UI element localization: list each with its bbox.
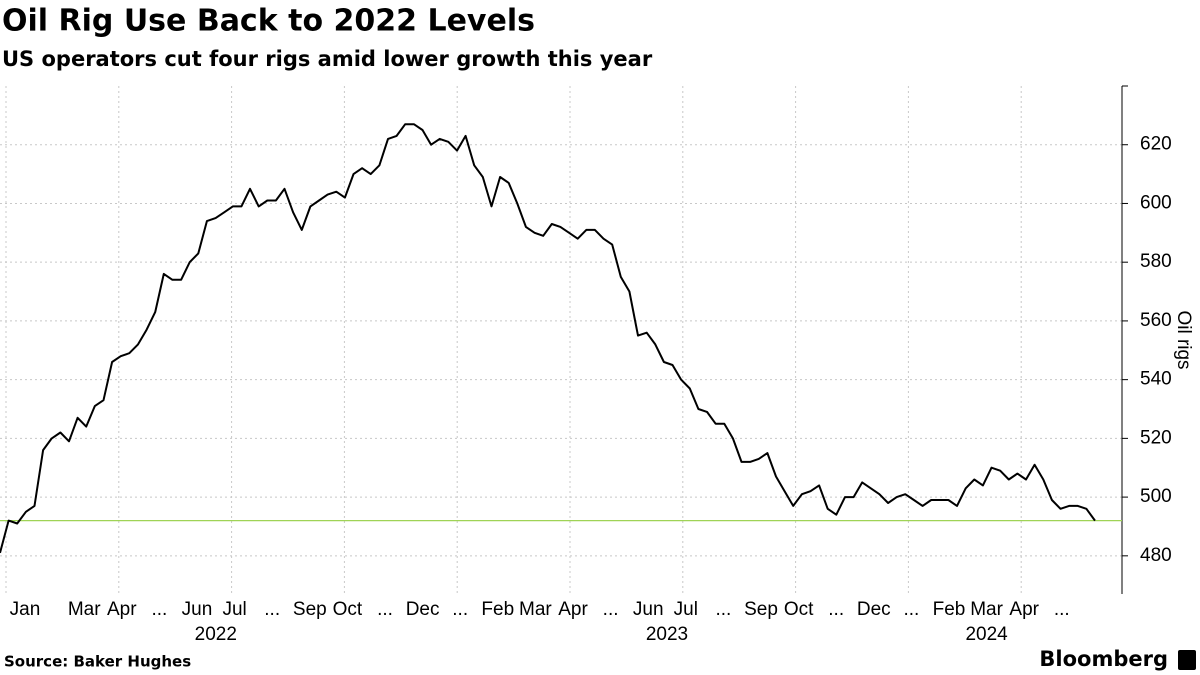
year-label: 2024 — [965, 624, 1008, 645]
x-tick-label: Oct — [784, 599, 814, 620]
x-tick-label: Jul — [674, 599, 698, 620]
y-tick-label: 580 — [1140, 251, 1172, 272]
x-tick-label: Feb — [933, 599, 966, 620]
x-tick-label: Apr — [107, 599, 137, 620]
x-tick-label: Dec — [857, 599, 891, 620]
brand: Bloomberg — [1039, 647, 1168, 671]
x-tick-label: ... — [715, 599, 731, 620]
x-tick-label: Dec — [406, 599, 440, 620]
plot: 480 500 520 540 560 580 600 620 Jan Mar Apr... Jun J… — [0, 85, 1172, 645]
chart-title: Oil Rig Use Back to 2022 Levels — [2, 4, 535, 39]
brand-icon — [1178, 650, 1196, 670]
x-tick-label: ... — [452, 599, 468, 620]
x-tick-label: Mar — [519, 599, 552, 620]
y-tick-label: 540 — [1140, 369, 1172, 390]
source: Source: Baker Hughes — [4, 653, 191, 671]
x-tick-label: Jul — [222, 599, 246, 620]
x-tick-label: Jun — [182, 599, 213, 620]
y-tick-label: 620 — [1140, 134, 1172, 155]
y-tick-label: 500 — [1140, 486, 1172, 507]
x-tick-label: Feb — [481, 599, 514, 620]
x-tick-label: Mar — [68, 599, 101, 620]
x-tick-label: ... — [603, 599, 619, 620]
x-tick-label: Mar — [970, 599, 1003, 620]
x-tick-label: ... — [828, 599, 844, 620]
year-label: 2022 — [195, 624, 237, 645]
x-tick-label: Sep — [744, 599, 778, 620]
chart-subtitle: US operators cut four rigs amid lower gr… — [2, 47, 653, 71]
y-tick-label: 560 — [1140, 310, 1172, 331]
x-tick-label: Sep — [293, 599, 327, 620]
x-tick-label: Oct — [333, 599, 363, 620]
data-line — [0, 123, 1096, 554]
x-tick-label: Jun — [633, 599, 664, 620]
x-tick-label: ... — [903, 599, 919, 620]
x-tick-label: ... — [264, 599, 280, 620]
x-tick-label: ... — [1054, 599, 1070, 620]
x-tick-label: Apr — [558, 599, 588, 620]
x-tick-label: Jan — [10, 599, 41, 620]
year-label: 2023 — [646, 624, 688, 645]
y-tick-label: 520 — [1140, 427, 1172, 448]
y-axis-label: Oil rigs — [1173, 310, 1194, 369]
y-tick-label: 480 — [1140, 545, 1172, 566]
x-tick-label: ... — [151, 599, 167, 620]
x-tick-label: Apr — [1009, 599, 1039, 620]
y-tick-label: 600 — [1140, 192, 1172, 213]
x-tick-label: ... — [377, 599, 393, 620]
